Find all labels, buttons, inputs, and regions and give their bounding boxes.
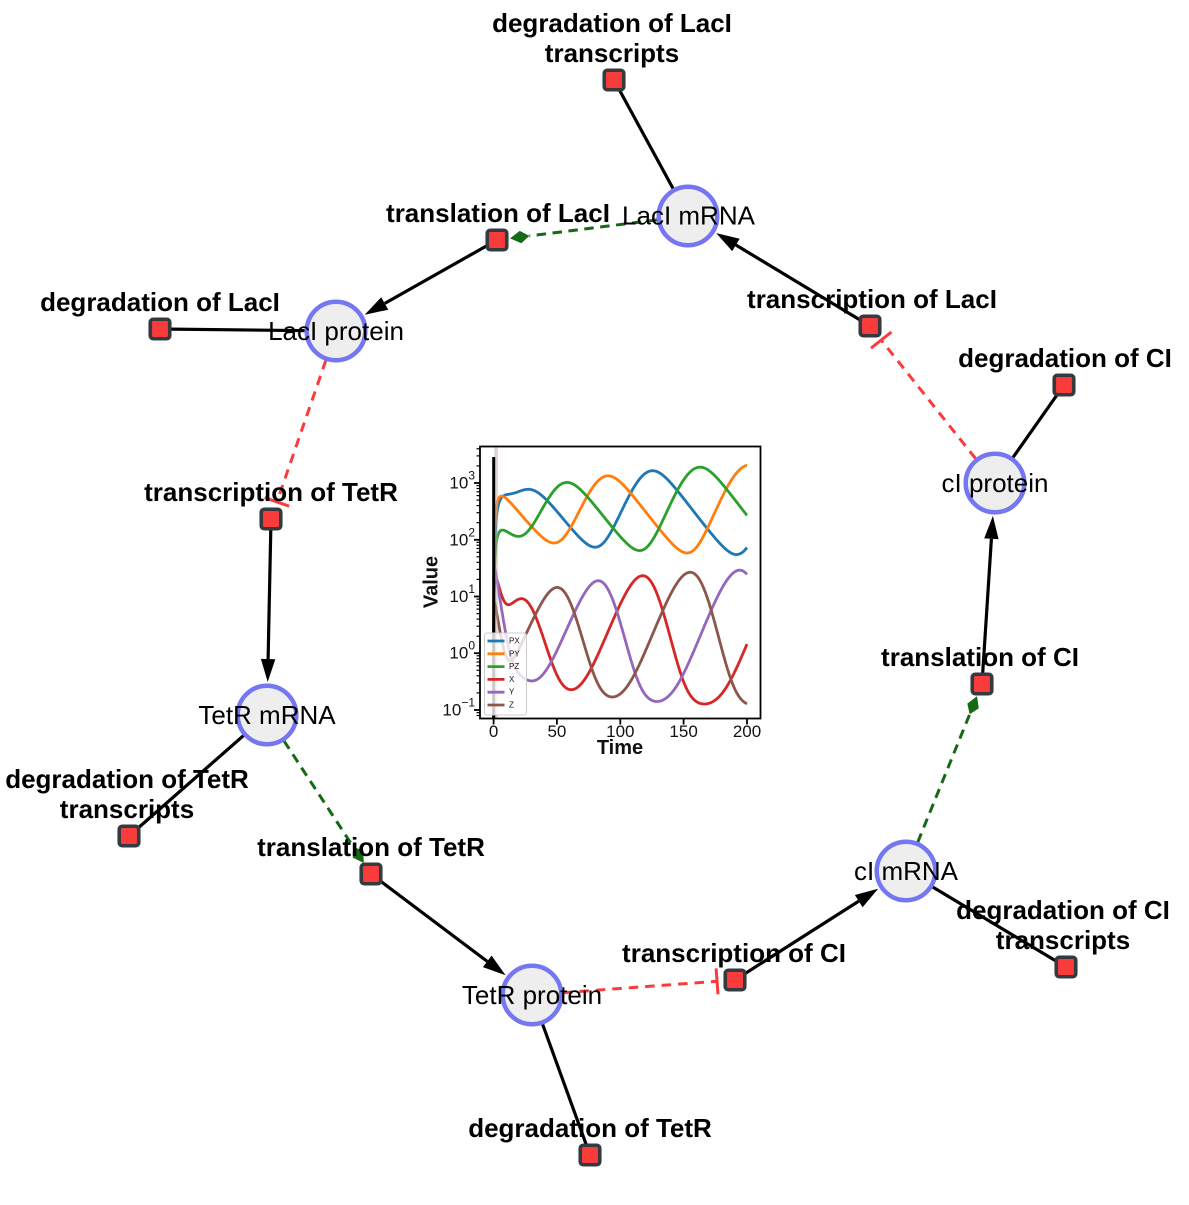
svg-text:0: 0 xyxy=(489,722,498,741)
svg-text:degradation of TetR: degradation of TetR xyxy=(468,1113,712,1143)
svg-text:Z: Z xyxy=(509,701,514,710)
svg-text:cI mRNA: cI mRNA xyxy=(854,856,959,886)
svg-text:transcription of CI: transcription of CI xyxy=(622,938,846,968)
svg-text:LacI protein: LacI protein xyxy=(268,316,404,346)
svg-text:TetR protein: TetR protein xyxy=(462,980,602,1010)
svg-text:200: 200 xyxy=(733,722,761,741)
svg-text:transcription of LacI: transcription of LacI xyxy=(747,284,997,314)
svg-text:Value: Value xyxy=(421,556,443,608)
svg-text:transcripts: transcripts xyxy=(996,925,1130,955)
svg-text:X: X xyxy=(509,675,515,684)
svg-text:translation of CI: translation of CI xyxy=(881,642,1079,672)
svg-text:PY: PY xyxy=(509,649,520,658)
svg-text:degradation of TetR: degradation of TetR xyxy=(5,764,249,794)
svg-text:translation of TetR: translation of TetR xyxy=(257,832,485,862)
svg-text:100: 100 xyxy=(606,722,634,741)
svg-text:Time: Time xyxy=(597,737,643,759)
svg-text:cI protein: cI protein xyxy=(942,468,1049,498)
svg-text:transcripts: transcripts xyxy=(545,38,679,68)
svg-text:degradation of LacI: degradation of LacI xyxy=(492,8,732,38)
svg-text:LacI mRNA: LacI mRNA xyxy=(622,201,756,231)
svg-text:PZ: PZ xyxy=(509,662,519,671)
svg-text:50: 50 xyxy=(547,722,566,741)
svg-text:transcripts: transcripts xyxy=(60,794,194,824)
svg-text:150: 150 xyxy=(669,722,697,741)
svg-text:degradation of CI: degradation of CI xyxy=(956,895,1170,925)
svg-text:degradation of LacI: degradation of LacI xyxy=(40,287,280,317)
svg-text:PX: PX xyxy=(509,637,520,646)
svg-text:TetR mRNA: TetR mRNA xyxy=(198,700,336,730)
svg-text:degradation of CI: degradation of CI xyxy=(958,343,1172,373)
svg-text:translation of LacI: translation of LacI xyxy=(386,198,610,228)
svg-text:Y: Y xyxy=(509,688,515,697)
svg-text:transcription of TetR: transcription of TetR xyxy=(144,477,398,507)
